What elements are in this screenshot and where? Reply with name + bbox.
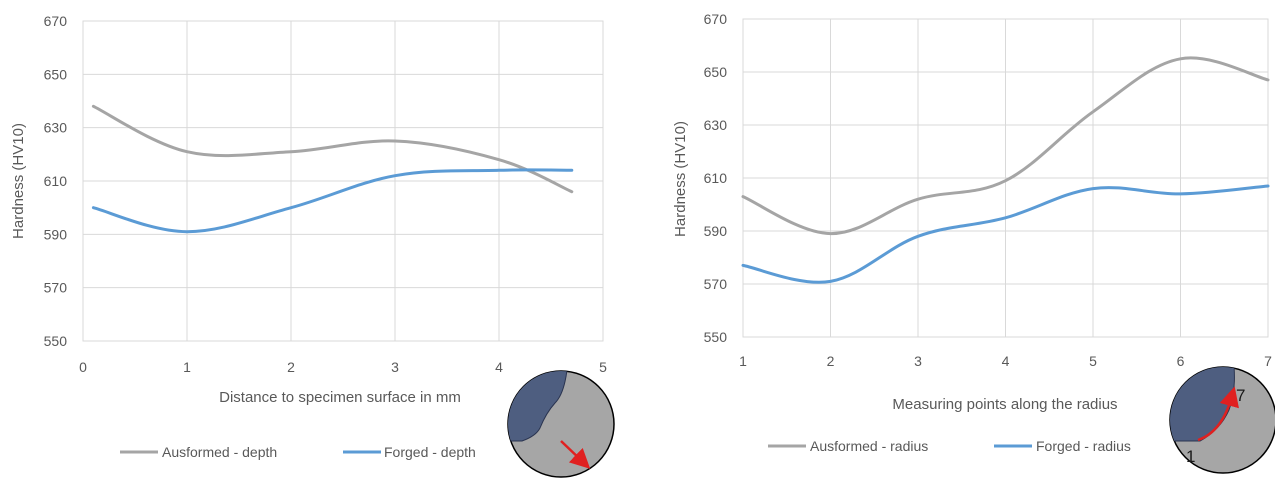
radius-plot-border xyxy=(742,18,1269,338)
radius-x-tick-label: 5 xyxy=(1089,353,1097,369)
cross-section-radius-arrow-icon: 1 7 xyxy=(1169,366,1275,474)
radius-y-tick-label: 550 xyxy=(704,329,728,345)
radius-y-tick-label: 590 xyxy=(704,223,728,239)
radius-x-tick-label: 1 xyxy=(739,353,747,369)
series-line-forged-radius xyxy=(741,184,1270,284)
radius-y-tick-label: 650 xyxy=(704,64,728,80)
radius-x-tick-label: 6 xyxy=(1177,353,1185,369)
series-line-forged-depth xyxy=(91,168,574,234)
depth-y-tick-label: 630 xyxy=(44,120,68,136)
depth-x-tick-label: 5 xyxy=(599,359,607,375)
depth-plot-border xyxy=(82,20,604,342)
radius-hardness-chart: 550 570 590 610 630 650 670 1 2 3 4 5 6 7 Hardness (… xyxy=(672,11,1275,474)
depth-chart-grid xyxy=(82,20,604,342)
radius-y-tick-label: 570 xyxy=(704,276,728,292)
depth-chart-series-lines xyxy=(91,104,574,234)
depth-y-tick-label: 570 xyxy=(44,280,68,296)
radius-chart-y-axis-title: Hardness (HV10) xyxy=(672,121,689,237)
depth-chart-x-axis-title: Distance to specimen surface in mm xyxy=(219,389,461,406)
radius-chart-x-ticks: 1 2 3 4 5 6 7 xyxy=(739,353,1272,369)
series-line-ausformed-radius xyxy=(741,56,1270,236)
depth-y-tick-label: 550 xyxy=(44,333,68,349)
depth-y-tick-label: 610 xyxy=(44,173,68,189)
series-line-ausformed-depth xyxy=(91,104,574,194)
radius-chart-plot-area xyxy=(742,18,1269,338)
depth-hardness-chart: 550 570 590 610 630 650 670 0 1 2 3 4 5 Hardness (H… xyxy=(10,13,615,478)
depth-x-tick-label: 1 xyxy=(183,359,191,375)
depth-x-tick-label: 2 xyxy=(287,359,295,375)
radius-chart-grid xyxy=(742,18,1269,338)
legend-label-forged-depth: Forged - depth xyxy=(384,444,476,460)
radius-inset-end-label: 7 xyxy=(1236,386,1245,405)
radius-chart-legend: Ausformed - radius Forged - radius xyxy=(768,438,1131,454)
depth-chart-y-axis-title: Hardness (HV10) xyxy=(10,123,27,239)
depth-x-tick-label: 3 xyxy=(391,359,399,375)
radius-x-tick-label: 7 xyxy=(1264,353,1272,369)
radius-chart-x-axis-title: Measuring points along the radius xyxy=(892,396,1117,413)
depth-y-tick-label: 650 xyxy=(44,66,68,82)
radius-chart-series-lines xyxy=(741,56,1270,284)
radius-chart-y-ticks: 550 570 590 610 630 650 670 xyxy=(704,11,728,345)
depth-x-tick-label: 0 xyxy=(79,359,87,375)
legend-label-ausformed-radius: Ausformed - radius xyxy=(810,438,928,454)
radius-y-tick-label: 670 xyxy=(704,11,728,27)
legend-label-forged-radius: Forged - radius xyxy=(1036,438,1131,454)
radius-y-tick-label: 630 xyxy=(704,117,728,133)
depth-chart-legend: Ausformed - depth Forged - depth xyxy=(120,444,476,460)
radius-x-tick-label: 4 xyxy=(1002,353,1010,369)
radius-inset-start-label: 1 xyxy=(1186,447,1195,466)
depth-x-tick-label: 4 xyxy=(495,359,503,375)
depth-y-tick-label: 590 xyxy=(44,226,68,242)
depth-chart-x-ticks: 0 1 2 3 4 5 xyxy=(79,359,607,375)
radius-x-tick-label: 3 xyxy=(914,353,922,369)
radius-y-tick-label: 610 xyxy=(704,170,728,186)
depth-chart-plot-area xyxy=(82,20,604,342)
legend-label-ausformed-depth: Ausformed - depth xyxy=(162,444,277,460)
cross-section-depth-arrow-icon xyxy=(507,370,615,478)
depth-y-tick-label: 670 xyxy=(44,13,68,29)
radius-x-tick-label: 2 xyxy=(827,353,835,369)
depth-chart-y-ticks: 550 570 590 610 630 650 670 xyxy=(44,13,68,349)
